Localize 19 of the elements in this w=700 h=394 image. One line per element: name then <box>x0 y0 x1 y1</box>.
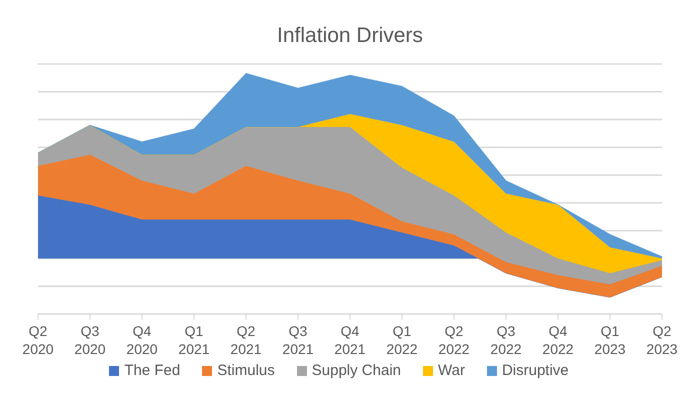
x-tick-label: Q3 2020 <box>74 323 106 357</box>
legend-label: Stimulus <box>217 362 275 379</box>
x-tick-label: Q4 2021 <box>334 323 366 357</box>
legend-label: Disruptive <box>502 362 569 379</box>
legend-label: Supply Chain <box>312 362 401 379</box>
x-tick-label: Q4 2022 <box>542 323 574 357</box>
x-tick-label: Q2 2022 <box>438 323 470 357</box>
x-tick-label: Q1 2022 <box>386 323 418 357</box>
x-tick-label: Q2 2023 <box>646 323 678 357</box>
x-tick-label: Q1 2023 <box>594 323 626 357</box>
chart-title: Inflation Drivers <box>276 23 424 49</box>
x-tick-label: Q2 2020 <box>22 323 54 357</box>
x-tick-label: Q3 2022 <box>490 323 522 357</box>
legend-label: War <box>438 362 465 379</box>
x-tick-label: Q1 2021 <box>178 323 210 357</box>
legend-label: The Fed <box>124 362 180 379</box>
x-tick-label: Q3 2021 <box>282 323 314 357</box>
x-tick-label: Q4 2020 <box>126 323 158 357</box>
x-tick-label: Q2 2021 <box>230 323 262 357</box>
